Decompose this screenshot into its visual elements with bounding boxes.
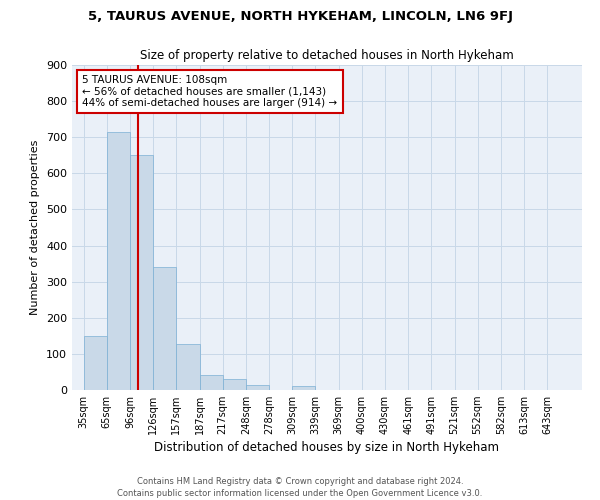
Text: 5, TAURUS AVENUE, NORTH HYKEHAM, LINCOLN, LN6 9FJ: 5, TAURUS AVENUE, NORTH HYKEHAM, LINCOLN… (88, 10, 512, 23)
X-axis label: Distribution of detached houses by size in North Hykeham: Distribution of detached houses by size … (155, 442, 499, 454)
Bar (246, 386, 269, 390)
Bar (107, 132, 130, 390)
Bar (176, 344, 199, 390)
Title: Size of property relative to detached houses in North Hykeham: Size of property relative to detached ho… (140, 50, 514, 62)
Bar (153, 267, 176, 390)
Y-axis label: Number of detached properties: Number of detached properties (31, 140, 40, 315)
Bar (199, 375, 223, 390)
Text: 5 TAURUS AVENUE: 108sqm
← 56% of detached houses are smaller (1,143)
44% of semi: 5 TAURUS AVENUE: 108sqm ← 56% of detache… (82, 74, 337, 108)
Bar (292, 386, 316, 390)
Bar (130, 156, 153, 390)
Text: Contains HM Land Registry data © Crown copyright and database right 2024.
Contai: Contains HM Land Registry data © Crown c… (118, 476, 482, 498)
Bar (83, 336, 107, 390)
Bar (223, 379, 246, 390)
